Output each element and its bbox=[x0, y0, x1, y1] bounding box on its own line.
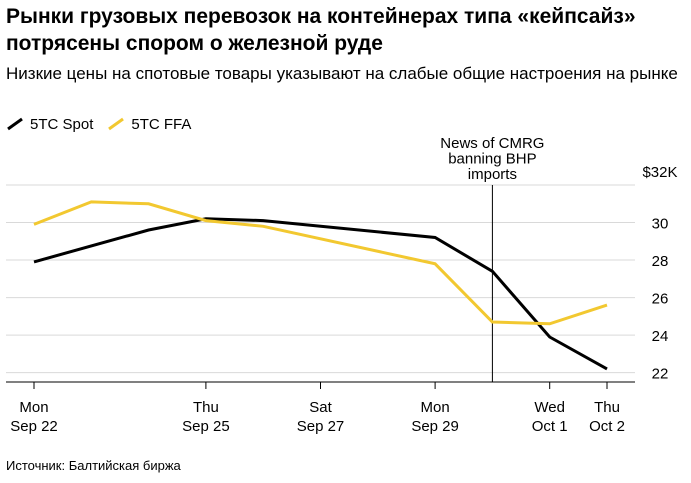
x-tick-label-day: Thu bbox=[594, 399, 620, 416]
legend-swatch-spot-line bbox=[7, 117, 23, 131]
y-tick-label: 28 bbox=[652, 253, 669, 270]
x-tick-label-day: Mon bbox=[19, 399, 48, 416]
x-tick-label-date: Sep 27 bbox=[297, 418, 345, 435]
x-tick-label-date: Oct 2 bbox=[589, 418, 625, 435]
series-line-spot bbox=[33, 217, 608, 371]
axis-layer: $32K 30 28 26 24 22 Mon Sep 22 Thu Sep 25 Sat Sep 2… bbox=[6, 164, 678, 435]
legend-swatch-ffa bbox=[108, 117, 125, 131]
legend-item-spot: 5TC Spot bbox=[6, 116, 93, 133]
source-note: Источник: Балтийская биржа bbox=[6, 458, 181, 473]
y-tick-label: 24 bbox=[652, 328, 669, 345]
x-tick-label-date: Sep 29 bbox=[411, 418, 459, 435]
y-tick-label: $32K bbox=[642, 164, 677, 181]
y-tick-label: 30 bbox=[652, 216, 669, 233]
y-tick-label: 26 bbox=[652, 291, 669, 308]
legend-label-ffa: 5TC FFA bbox=[131, 115, 192, 133]
grid-layer bbox=[6, 184, 635, 374]
y-tick-label: 22 bbox=[652, 366, 669, 383]
x-tick-label-date: Sep 22 bbox=[10, 418, 58, 435]
annotation-text-line: banning BHP bbox=[448, 151, 536, 168]
x-tick-label-date: Oct 1 bbox=[532, 418, 568, 435]
x-tick-label-date: Sep 25 bbox=[182, 418, 230, 435]
x-tick-label-day: Sat bbox=[309, 399, 332, 416]
x-tick-label-day: Wed bbox=[534, 399, 565, 416]
legend: 5TC Spot 5TC FFA bbox=[6, 114, 205, 134]
x-tick-label-day: Thu bbox=[193, 399, 219, 416]
annotation-text-line: News of CMRG bbox=[440, 135, 544, 152]
chart-subtitle: Низкие цены на спотовые товары указывают… bbox=[6, 64, 678, 83]
series-layer bbox=[33, 200, 608, 371]
x-tick-label-day: Mon bbox=[421, 399, 450, 416]
annotation-text-line: imports bbox=[468, 166, 517, 183]
series-line-ffa bbox=[33, 200, 608, 326]
legend-swatch-ffa-line bbox=[108, 117, 125, 131]
legend-swatch-spot bbox=[7, 117, 23, 131]
legend-item-ffa: 5TC FFA bbox=[107, 116, 191, 133]
legend-label-spot: 5TC Spot bbox=[30, 115, 94, 133]
chart-title: Рынки грузовых перевозок на контейнерах … bbox=[6, 5, 636, 55]
